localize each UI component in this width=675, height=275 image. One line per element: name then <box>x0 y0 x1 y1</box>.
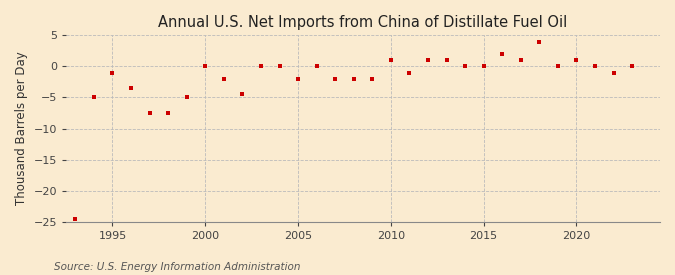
Point <box>553 64 564 68</box>
Point <box>274 64 285 68</box>
Point <box>200 64 211 68</box>
Point <box>107 70 118 75</box>
Point <box>441 58 452 62</box>
Point <box>330 77 341 81</box>
Point <box>163 111 173 115</box>
Point <box>627 64 638 68</box>
Point <box>423 58 433 62</box>
Title: Annual U.S. Net Imports from China of Distillate Fuel Oil: Annual U.S. Net Imports from China of Di… <box>159 15 568 30</box>
Point <box>182 95 192 100</box>
Point <box>293 77 304 81</box>
Point <box>367 77 378 81</box>
Point <box>385 58 396 62</box>
Point <box>256 64 267 68</box>
Point <box>126 86 136 90</box>
Text: Source: U.S. Energy Information Administration: Source: U.S. Energy Information Administ… <box>54 262 300 272</box>
Point <box>144 111 155 115</box>
Point <box>571 58 582 62</box>
Point <box>70 216 81 221</box>
Y-axis label: Thousand Barrels per Day: Thousand Barrels per Day <box>15 52 28 205</box>
Point <box>590 64 601 68</box>
Point <box>479 64 489 68</box>
Point <box>608 70 619 75</box>
Point <box>534 39 545 44</box>
Point <box>516 58 526 62</box>
Point <box>348 77 359 81</box>
Point <box>88 95 99 100</box>
Point <box>497 52 508 56</box>
Point <box>311 64 322 68</box>
Point <box>219 77 230 81</box>
Point <box>237 92 248 97</box>
Point <box>404 70 415 75</box>
Point <box>460 64 470 68</box>
